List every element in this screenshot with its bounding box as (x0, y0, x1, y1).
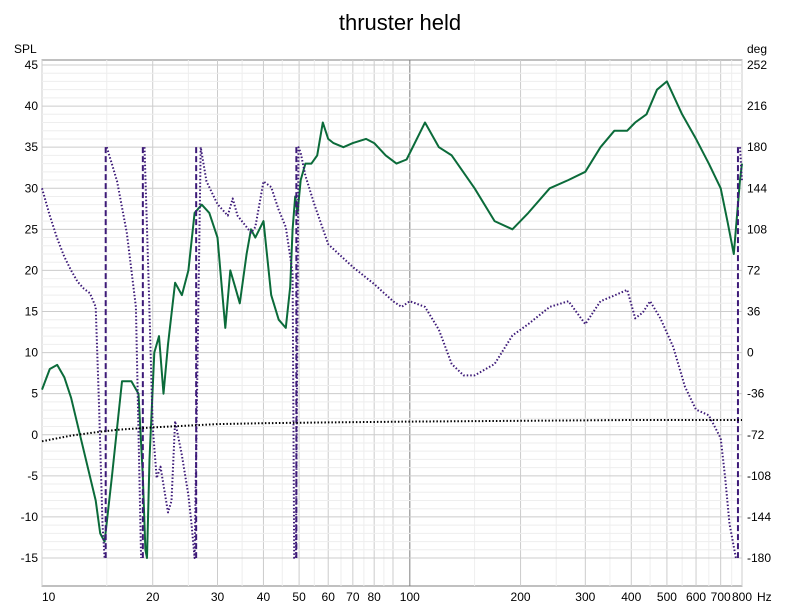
y-right-tick-label: 144 (747, 181, 767, 195)
x-tick-label: 30 (211, 590, 225, 604)
y-right-tick-label: 36 (747, 305, 761, 319)
phase-curve (41, 188, 106, 559)
y-right-tick-label: 72 (747, 263, 761, 277)
x-tick-label: 700 (711, 590, 731, 604)
x-tick-label: 800 (732, 590, 752, 604)
x-tick-label: 300 (575, 590, 595, 604)
x-tick-label: 50 (292, 590, 306, 604)
x-tick-label: 500 (657, 590, 677, 604)
phase-curve (739, 147, 743, 182)
y-right-tick-label: 180 (747, 140, 767, 154)
y-left-tick-label: 20 (25, 263, 39, 277)
y-right-tick-label: 108 (747, 222, 767, 236)
axis-tick-labels: 10 20 30 40 50 60 70 80 100 200 300 400 500 600 700 800… (21, 58, 772, 604)
y-right-tick-label: 216 (747, 99, 767, 113)
series-layer (41, 80, 743, 559)
x-tick-label: 70 (346, 590, 360, 604)
y-right-tick-label: -36 (747, 387, 765, 401)
y-left-tick-label: 10 (25, 346, 39, 360)
y-left-tick-label: 25 (25, 222, 39, 236)
x-tick-label: 400 (621, 590, 641, 604)
y-left-tick-label: -15 (21, 551, 39, 565)
y-right-tick-label: -144 (747, 510, 771, 524)
x-unit-label: Hz (757, 590, 772, 604)
y-right-unit-label: deg (747, 42, 767, 56)
reference-curve (41, 419, 742, 443)
phase-curve (143, 146, 737, 559)
y-left-tick-label: 40 (25, 99, 39, 113)
phase-curve (105, 146, 143, 559)
y-left-tick-label: 5 (31, 387, 38, 401)
y-left-tick-label: 35 (25, 140, 39, 154)
y-left-tick-label: 15 (25, 305, 39, 319)
x-tick-label: 200 (511, 590, 531, 604)
x-tick-label: 600 (686, 590, 706, 604)
y-right-tick-label: 252 (747, 58, 767, 72)
y-left-tick-label: 30 (25, 181, 39, 195)
y-left-tick-label: 0 (31, 428, 38, 442)
y-right-tick-label: -180 (747, 551, 771, 565)
y-right-tick-label: -72 (747, 428, 765, 442)
x-tick-label: 10 (42, 590, 56, 604)
x-tick-label: 20 (146, 590, 160, 604)
y-left-tick-label: -10 (21, 510, 39, 524)
y-left-tick-label: -5 (27, 469, 38, 483)
y-right-tick-label: 0 (747, 346, 754, 360)
x-tick-label: 40 (257, 590, 271, 604)
spl-curve (41, 80, 743, 559)
x-tick-label: 100 (400, 590, 420, 604)
x-tick-label: 80 (367, 590, 381, 604)
y-left-tick-label: 45 (25, 58, 39, 72)
y-left-unit-label: SPL (14, 42, 37, 56)
y-right-tick-label: -108 (747, 469, 771, 483)
chart-title: thruster held (339, 10, 461, 35)
x-tick-label: 60 (322, 590, 336, 604)
